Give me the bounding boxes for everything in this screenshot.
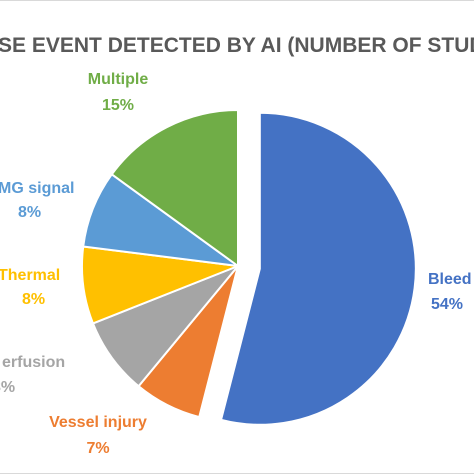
slice-value-mg-signal: 8% bbox=[18, 204, 41, 221]
slice-label-perfusion: erfusion bbox=[2, 354, 65, 371]
pie-slice-multiple bbox=[110, 108, 239, 268]
label-perfusion: erfusion 8% bbox=[0, 354, 65, 396]
label-vessel-injury: Vessel injury 7% bbox=[49, 414, 147, 457]
label-mg-signal: MG signal 8% bbox=[0, 180, 74, 221]
slice-value-multiple: 15% bbox=[102, 97, 134, 114]
slice-label-multiple: Multiple bbox=[88, 71, 149, 88]
pie-slices bbox=[81, 108, 417, 426]
label-thermal: Thermal 8% bbox=[0, 267, 60, 308]
slice-value-perfusion: 8% bbox=[0, 379, 15, 396]
label-multiple: Multiple 15% bbox=[88, 71, 149, 114]
slice-value-bleed: 54% bbox=[431, 296, 463, 313]
chart-title: SE EVENT DETECTED BY AI (NUMBER OF STUD bbox=[0, 34, 474, 57]
slice-label-bleed: Bleed bbox=[428, 271, 472, 288]
slice-label-mg-signal: MG signal bbox=[0, 180, 74, 197]
slice-value-vessel-injury: 7% bbox=[86, 440, 109, 457]
slice-value-thermal: 8% bbox=[22, 291, 45, 308]
pie-slice-bleed bbox=[219, 111, 417, 426]
slice-label-thermal: Thermal bbox=[0, 267, 60, 284]
label-bleed: Bleed 54% bbox=[428, 271, 472, 313]
slice-label-vessel-injury: Vessel injury bbox=[49, 414, 147, 431]
